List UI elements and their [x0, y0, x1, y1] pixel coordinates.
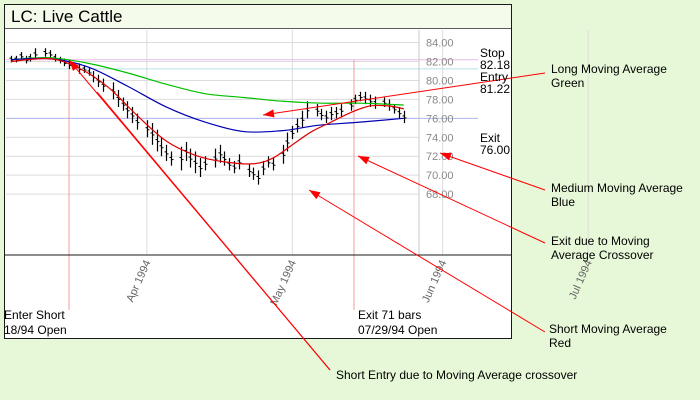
callout-short-ma-line2: Red [549, 336, 572, 350]
exit-line2: 07/29/94 Open [358, 323, 438, 337]
y-tick-label: 80.00 [426, 75, 454, 87]
exit-label-value: 76.00 [480, 143, 511, 157]
stop-label-name: Stop [480, 46, 505, 60]
vertical-markers [68, 60, 355, 310]
entry-label-name: Entry [480, 70, 509, 84]
y-tick-label: 82.00 [426, 57, 454, 69]
y-tick-label: 70.00 [426, 170, 454, 182]
enter-short-line2: 18/94 Open [4, 323, 67, 337]
stop-label-value: 82.18 [480, 58, 511, 72]
arrow-short-ma-shaft [308, 189, 546, 333]
y-tick-label: 78.00 [426, 94, 454, 106]
arrow-long-ma-head [263, 109, 275, 118]
exit-label-name: Exit [480, 131, 501, 145]
long-moving-average-line [10, 56, 404, 106]
arrow-medium-ma-shaft [439, 152, 546, 191]
arrow-exit-crossover [357, 155, 546, 244]
x-tick-label: Jul 1994 [567, 258, 595, 301]
callout-medium-ma-line2: Blue [551, 195, 576, 209]
arrow-short-ma-head [309, 190, 321, 200]
chart-title: LC: Live Cattle [5, 5, 511, 29]
x-tick-label: Apr 1994 [124, 258, 153, 304]
callout-long-ma-line1: Long Moving Average [551, 62, 667, 76]
annotation-arrows [68, 59, 546, 371]
y-tick-label: 68.00 [426, 189, 454, 201]
arrow-short-entry-head [69, 60, 80, 71]
short-moving-average-line [10, 57, 404, 165]
y-tick-label: 84.00 [426, 38, 454, 50]
exit-line1: Exit 71 bars [358, 308, 422, 322]
arrow-short-entry-extra [96, 91, 331, 371]
y-tick-label: 74.00 [426, 132, 454, 144]
arrow-medium-ma-head [440, 152, 452, 161]
x-tick-label: May 1994 [268, 258, 299, 307]
callout-medium-ma-line1: Medium Moving Average [551, 181, 683, 195]
y-tick-label: 76.00 [426, 113, 454, 125]
enter-short-line1: Enter Short [4, 308, 65, 322]
arrow-exit-crossover-shaft [357, 155, 546, 244]
moving-averages [10, 56, 404, 165]
medium-moving-average-line [10, 57, 404, 133]
callout-long-ma-line2: Green [551, 76, 585, 90]
axis-frame [5, 30, 512, 256]
arrow-long-ma-shaft [262, 72, 546, 116]
arrow-medium-ma [439, 152, 546, 191]
callout-short-entry: Short Entry due to Moving Average crosso… [336, 368, 578, 382]
arrow-short-ma [308, 189, 546, 333]
callout-exit-crossover-line2: Average Crossover [551, 248, 654, 262]
entry-label-value: 81.22 [480, 82, 511, 96]
callout-short-ma-line1: Short Moving Average [549, 322, 667, 336]
arrow-exit-crossover-head [358, 156, 370, 165]
arrow-long-ma [262, 72, 546, 118]
y-axis: 68.0070.0072.0074.0076.0078.0080.0082.00… [426, 38, 454, 202]
callout-exit-crossover-line1: Exit due to Moving [551, 234, 650, 248]
